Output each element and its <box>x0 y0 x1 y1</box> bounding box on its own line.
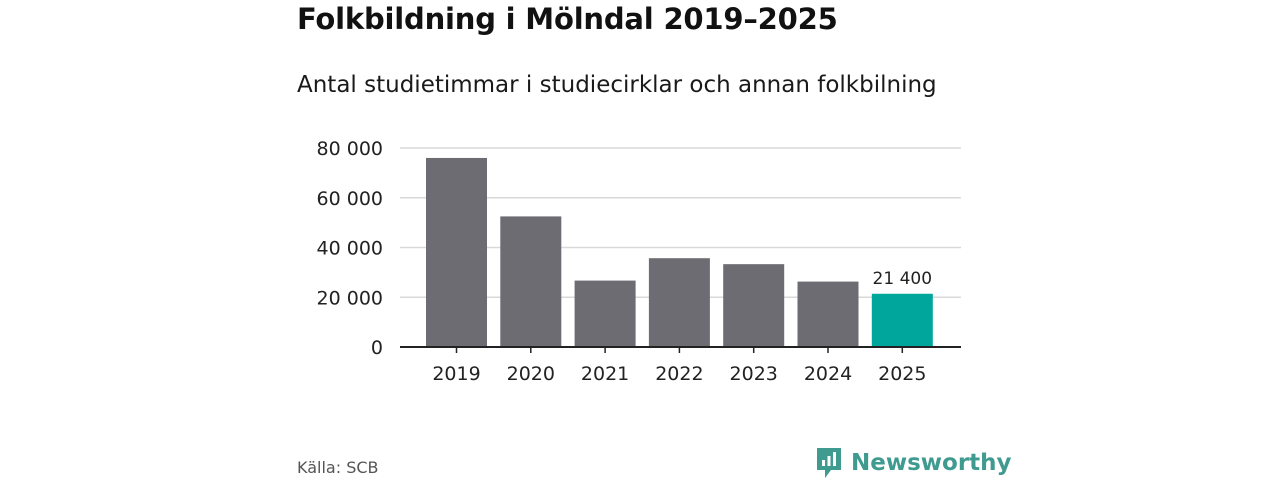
bar-2023 <box>723 264 785 347</box>
bar-2019 <box>426 157 487 347</box>
y-tick-label: 20 000 <box>317 287 383 309</box>
x-tick-label: 2022 <box>655 363 703 385</box>
x-tick-label: 2023 <box>730 363 778 385</box>
data-label: 21 400 <box>873 269 932 289</box>
y-tick-label: 0 <box>371 337 383 359</box>
bar-2024 <box>797 281 859 347</box>
bar-2021 <box>574 280 636 347</box>
chart-title: Folkbildning i Mölndal 2019–2025 <box>297 2 838 36</box>
source-note: Källa: SCB <box>297 458 379 477</box>
brand-logo: Newsworthy <box>815 446 1012 480</box>
bar-2022 <box>648 258 710 347</box>
y-tick-label: 80 000 <box>317 138 383 160</box>
x-tick-label: 2021 <box>581 363 629 385</box>
x-tick-label: 2024 <box>804 363 852 385</box>
x-tick-label: 2019 <box>432 363 480 385</box>
chart-subtitle: Antal studietimmar i studiecirklar och a… <box>297 72 937 98</box>
x-tick-label: 2025 <box>878 363 926 385</box>
bar-chart: 0 20 000 40 000 60 000 80 000 2019 2020 2021 202… <box>317 138 961 385</box>
y-tick-label: 40 000 <box>317 238 383 260</box>
bar-2025 <box>871 293 933 347</box>
newsworthy-logo-icon <box>817 448 841 478</box>
y-tick-label: 60 000 <box>317 188 383 210</box>
bar-2020 <box>500 216 562 347</box>
x-tick-label: 2020 <box>507 363 555 385</box>
brand-name: Newsworthy <box>851 450 1012 476</box>
